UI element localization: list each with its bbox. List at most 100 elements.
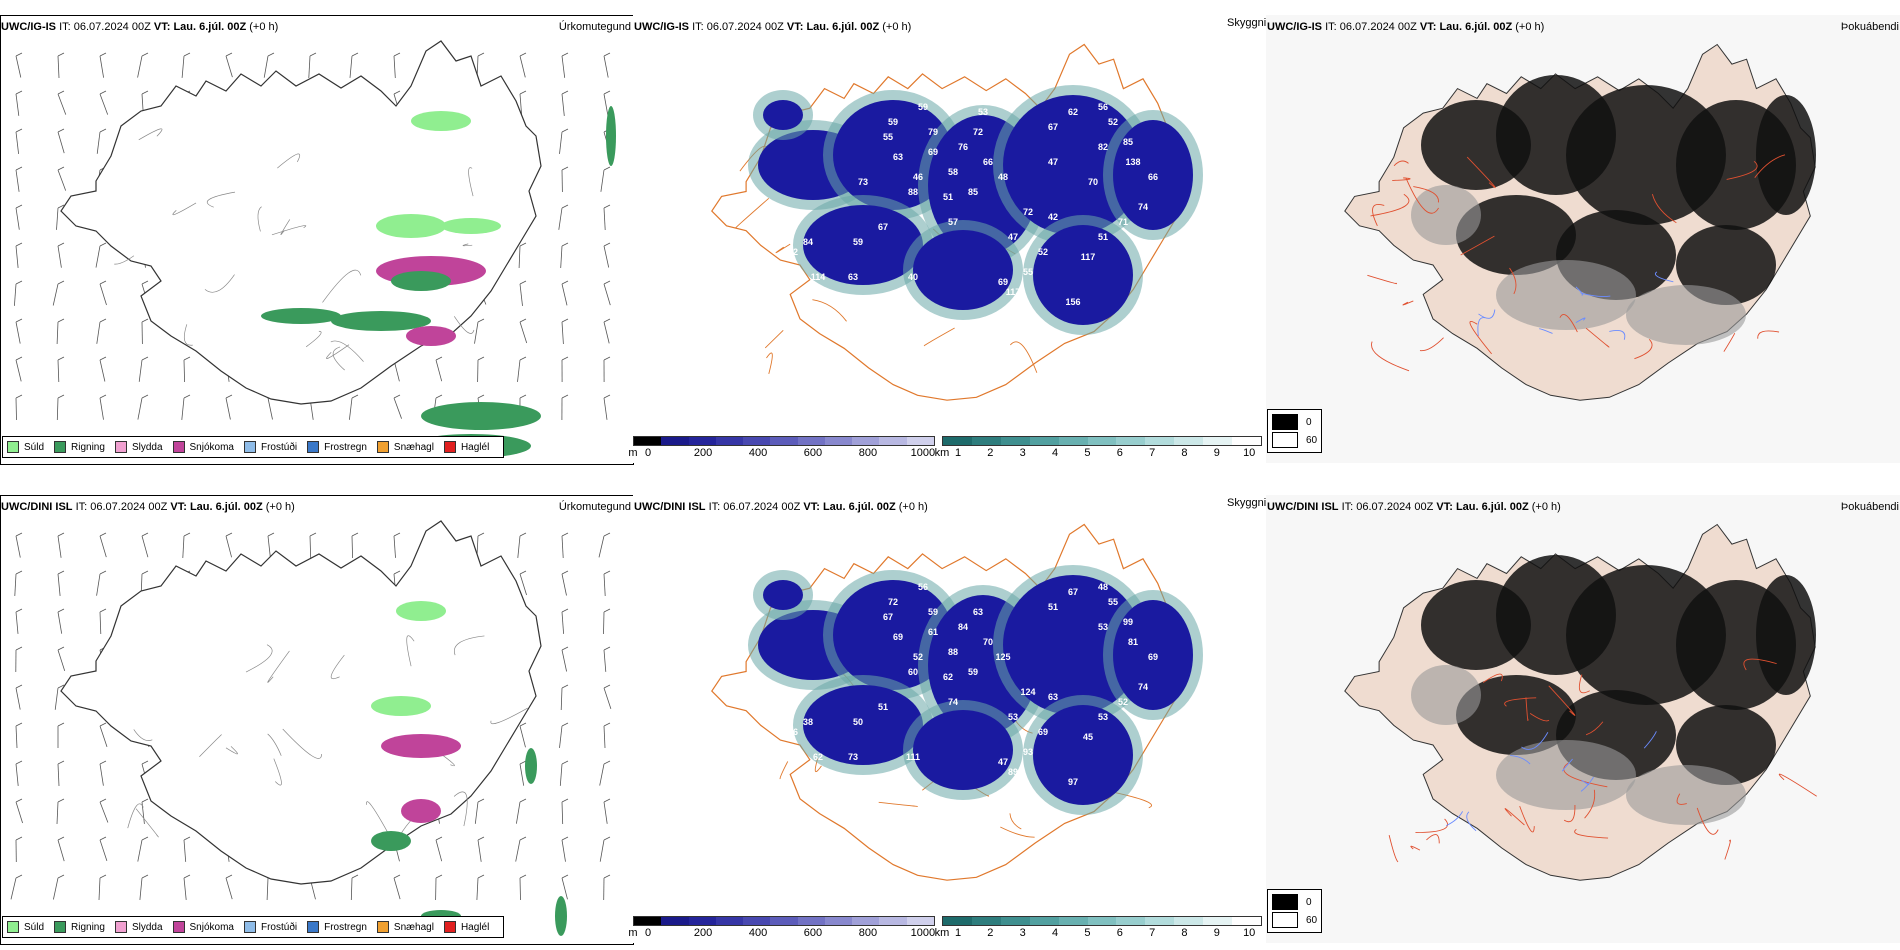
cloud-base-area bbox=[803, 205, 923, 285]
wind-barb bbox=[263, 55, 269, 78]
precip-panel-top bbox=[0, 15, 634, 465]
cloud-base-area bbox=[1033, 705, 1133, 805]
wind-barb bbox=[15, 687, 21, 710]
wind-barb-flag bbox=[15, 836, 23, 841]
scale-step bbox=[661, 437, 689, 445]
river-line bbox=[1561, 758, 1573, 772]
wind-barb bbox=[393, 535, 396, 558]
wind-barb-flag bbox=[141, 52, 149, 57]
model-name: UWC/IG-IS bbox=[1, 21, 56, 33]
road-line bbox=[1419, 337, 1444, 352]
precip-legend-item: Frostregn bbox=[307, 441, 367, 453]
legend-label: Frostúði bbox=[260, 921, 298, 933]
wind-barb-flag bbox=[477, 836, 485, 841]
road-line bbox=[406, 635, 415, 667]
wind-barb-flag bbox=[99, 128, 107, 133]
offset: (+0 h) bbox=[882, 21, 912, 33]
wind-barb-flag bbox=[519, 394, 527, 399]
road-line bbox=[277, 153, 301, 169]
wind-barb bbox=[54, 687, 59, 710]
scale-step bbox=[797, 917, 825, 925]
road-line bbox=[1559, 314, 1578, 333]
precip-legend-item: Slydda bbox=[114, 441, 163, 453]
legend-swatch bbox=[172, 441, 185, 453]
scale-step bbox=[770, 917, 798, 925]
wind-barb bbox=[518, 245, 521, 269]
road-line bbox=[1504, 697, 1537, 707]
wind-barb-flag bbox=[603, 684, 611, 689]
wind-barb bbox=[603, 55, 609, 78]
wind-barb bbox=[57, 535, 62, 558]
wind-barb-flag bbox=[393, 90, 401, 95]
cloud-base-label: 61 bbox=[928, 627, 938, 637]
wind-barb-flag bbox=[99, 836, 107, 841]
cloud-panel-top: 59 59 55 63 69 46 51 57 85 48 72 47 42 52 55 69 67 59 84 52… bbox=[633, 15, 1265, 463]
cloud-base-label: 67 bbox=[883, 612, 893, 622]
cloud-base-label: 114 bbox=[811, 272, 826, 282]
road-line bbox=[775, 243, 791, 254]
legend-label: Snjókoma bbox=[189, 921, 234, 933]
scale-tick: 600 bbox=[803, 927, 823, 939]
wind-barb bbox=[139, 877, 143, 900]
cloud-base-label: 72 bbox=[973, 127, 983, 137]
scale-tick: 5 bbox=[1084, 927, 1091, 939]
scale-step bbox=[971, 437, 1001, 445]
road-line bbox=[453, 316, 475, 334]
fog-area bbox=[1456, 195, 1576, 275]
road-line bbox=[468, 167, 474, 197]
wind-barb bbox=[393, 397, 402, 419]
wind-barb bbox=[95, 245, 101, 268]
fog-area bbox=[1756, 95, 1816, 215]
wind-barb bbox=[225, 877, 233, 900]
cloud-base-label: 74 bbox=[948, 697, 958, 707]
precip-area bbox=[331, 311, 431, 331]
wind-barb-flag bbox=[99, 394, 107, 399]
wind-barb-flag bbox=[561, 646, 569, 651]
wind-barb bbox=[14, 283, 17, 306]
wind-barb bbox=[603, 245, 610, 268]
legend-swatch bbox=[7, 921, 19, 933]
road-line bbox=[305, 330, 322, 348]
wind-barb bbox=[14, 573, 17, 597]
scale-tick: 1 bbox=[954, 927, 962, 939]
iceland-outline bbox=[60, 40, 542, 405]
wind-barb-flag bbox=[57, 532, 65, 537]
cloud-base-label: 62 bbox=[813, 752, 823, 762]
wind-barb bbox=[515, 839, 521, 862]
road-line bbox=[1405, 178, 1439, 214]
road-line bbox=[1651, 193, 1677, 224]
scale-tick: 200 bbox=[693, 447, 713, 459]
wind-barb-flag bbox=[99, 760, 107, 765]
wind-barb-flag bbox=[15, 166, 23, 171]
wind-barb-flag bbox=[561, 204, 569, 209]
wind-barb bbox=[600, 169, 605, 192]
road-line bbox=[1426, 834, 1440, 844]
wind-barb-flag bbox=[141, 356, 149, 361]
wind-barb bbox=[15, 55, 22, 78]
road-line bbox=[812, 299, 847, 322]
cloud-base-label: 74 bbox=[1138, 202, 1148, 212]
cloud-base-label: 59 bbox=[888, 117, 898, 127]
fog-header-bottom: UWC/DINI ISL IT: 06.07.2024 00Z VT: Lau.… bbox=[1267, 501, 1899, 515]
road-line bbox=[1482, 673, 1503, 683]
scale-step bbox=[852, 437, 880, 445]
road-line bbox=[1584, 789, 1596, 819]
it-label: IT: bbox=[75, 501, 88, 513]
cloud-base-label: 47 bbox=[998, 757, 1008, 767]
wind-barb bbox=[57, 245, 62, 268]
precip-legend-item: Rigning bbox=[54, 921, 105, 933]
fog-area bbox=[1676, 225, 1776, 305]
cloud-base-label: 52 bbox=[1038, 247, 1048, 257]
wind-barb-flag bbox=[477, 798, 485, 803]
legend-label: Rigning bbox=[71, 921, 105, 933]
scale-tick: 5 bbox=[1084, 447, 1091, 459]
wind-barb-flag bbox=[99, 90, 107, 95]
wind-barb-flag bbox=[99, 242, 107, 247]
road-line bbox=[1585, 721, 1604, 736]
visibility-scale-bottom: km 1 2 3 4 5 6 7 8 9 10 bbox=[935, 916, 1262, 940]
fog-area bbox=[1411, 185, 1481, 245]
road-line bbox=[280, 219, 291, 236]
cloud-base-area bbox=[1113, 120, 1193, 230]
cloud-base-label: 63 bbox=[973, 607, 983, 617]
vt-label: VT: bbox=[170, 501, 187, 513]
